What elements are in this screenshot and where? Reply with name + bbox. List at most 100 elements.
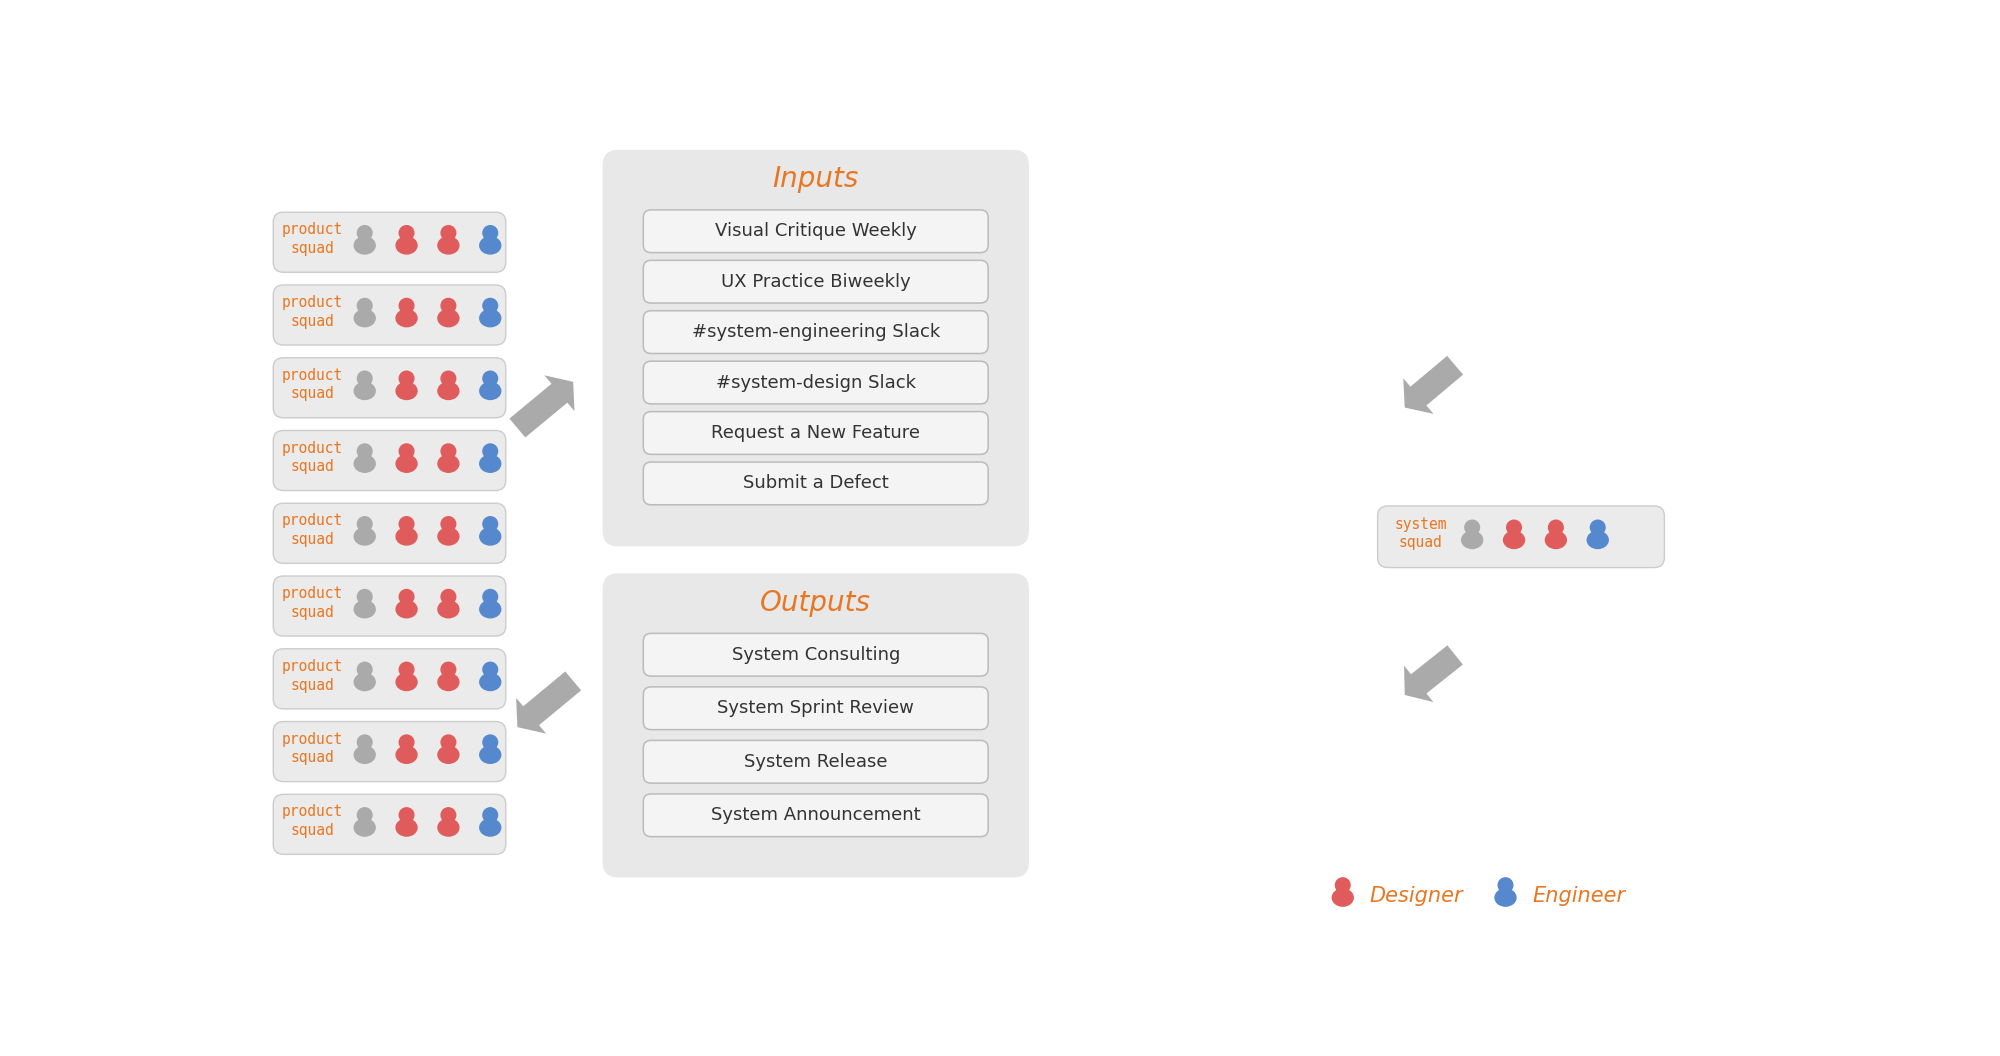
Ellipse shape [1546, 531, 1566, 548]
Text: product
squad: product squad [282, 440, 342, 474]
Text: product
squad: product squad [282, 513, 342, 547]
Circle shape [358, 662, 372, 677]
Ellipse shape [480, 237, 500, 253]
Circle shape [400, 735, 414, 750]
Ellipse shape [480, 309, 500, 326]
Circle shape [442, 516, 456, 531]
Ellipse shape [354, 528, 376, 545]
Ellipse shape [1332, 889, 1354, 906]
Circle shape [442, 735, 456, 750]
FancyBboxPatch shape [274, 504, 506, 563]
Circle shape [442, 372, 456, 385]
FancyBboxPatch shape [274, 794, 506, 854]
Text: UX Practice Biweekly: UX Practice Biweekly [720, 272, 910, 290]
Ellipse shape [396, 382, 418, 399]
Circle shape [400, 516, 414, 531]
Text: system
squad: system squad [1394, 516, 1446, 550]
Ellipse shape [438, 528, 458, 545]
Ellipse shape [480, 382, 500, 399]
Text: product
squad: product squad [282, 367, 342, 401]
Circle shape [400, 299, 414, 313]
Circle shape [482, 735, 498, 750]
Ellipse shape [396, 747, 418, 763]
Circle shape [482, 299, 498, 313]
FancyBboxPatch shape [274, 576, 506, 636]
Text: Request a New Feature: Request a New Feature [712, 425, 920, 442]
Ellipse shape [480, 747, 500, 763]
FancyBboxPatch shape [602, 150, 1028, 546]
FancyBboxPatch shape [274, 431, 506, 491]
Circle shape [482, 226, 498, 240]
Circle shape [358, 589, 372, 604]
Ellipse shape [396, 819, 418, 836]
Text: product
squad: product squad [282, 805, 342, 838]
Ellipse shape [438, 309, 458, 326]
Polygon shape [1404, 356, 1464, 414]
Text: Engineer: Engineer [1532, 886, 1626, 906]
Ellipse shape [354, 309, 376, 326]
Text: Visual Critique Weekly: Visual Critique Weekly [714, 222, 916, 241]
Circle shape [1464, 521, 1480, 534]
FancyBboxPatch shape [644, 361, 988, 403]
Ellipse shape [480, 674, 500, 691]
Text: Designer: Designer [1370, 886, 1464, 906]
Circle shape [358, 808, 372, 823]
FancyBboxPatch shape [274, 648, 506, 709]
Circle shape [482, 808, 498, 823]
Ellipse shape [396, 309, 418, 326]
Ellipse shape [438, 455, 458, 472]
FancyBboxPatch shape [644, 634, 988, 676]
Ellipse shape [354, 674, 376, 691]
Text: product
squad: product squad [282, 659, 342, 693]
Circle shape [400, 589, 414, 604]
Text: System Announcement: System Announcement [710, 807, 920, 825]
FancyBboxPatch shape [644, 740, 988, 784]
Ellipse shape [438, 747, 458, 763]
Text: product
squad: product squad [282, 223, 342, 256]
Text: Submit a Defect: Submit a Defect [742, 474, 888, 492]
Ellipse shape [1588, 531, 1608, 548]
Ellipse shape [480, 601, 500, 618]
Circle shape [358, 735, 372, 750]
Ellipse shape [396, 674, 418, 691]
Ellipse shape [354, 382, 376, 399]
Text: System Consulting: System Consulting [732, 646, 900, 664]
Ellipse shape [438, 819, 458, 836]
Circle shape [400, 662, 414, 677]
Ellipse shape [354, 237, 376, 253]
FancyBboxPatch shape [602, 573, 1028, 878]
Polygon shape [510, 375, 574, 437]
Circle shape [400, 444, 414, 458]
Circle shape [442, 808, 456, 823]
Circle shape [1548, 521, 1564, 534]
Ellipse shape [354, 455, 376, 472]
Polygon shape [1404, 645, 1462, 702]
Ellipse shape [438, 601, 458, 618]
Text: Inputs: Inputs [772, 165, 858, 193]
Circle shape [358, 372, 372, 385]
Circle shape [358, 226, 372, 240]
Circle shape [442, 299, 456, 313]
Ellipse shape [354, 747, 376, 763]
Circle shape [482, 444, 498, 458]
Ellipse shape [396, 237, 418, 253]
Ellipse shape [1496, 889, 1516, 906]
Circle shape [400, 226, 414, 240]
Circle shape [358, 444, 372, 458]
Text: Outputs: Outputs [760, 588, 872, 617]
Circle shape [1506, 521, 1522, 534]
Text: System Release: System Release [744, 753, 888, 771]
Circle shape [358, 299, 372, 313]
Circle shape [1336, 878, 1350, 892]
Text: product
squad: product squad [282, 295, 342, 328]
Ellipse shape [396, 528, 418, 545]
FancyBboxPatch shape [274, 721, 506, 781]
Circle shape [442, 589, 456, 604]
Circle shape [442, 662, 456, 677]
Ellipse shape [354, 819, 376, 836]
FancyBboxPatch shape [644, 794, 988, 836]
Ellipse shape [480, 528, 500, 545]
Ellipse shape [480, 455, 500, 472]
Text: product
squad: product squad [282, 586, 342, 620]
FancyBboxPatch shape [644, 261, 988, 303]
